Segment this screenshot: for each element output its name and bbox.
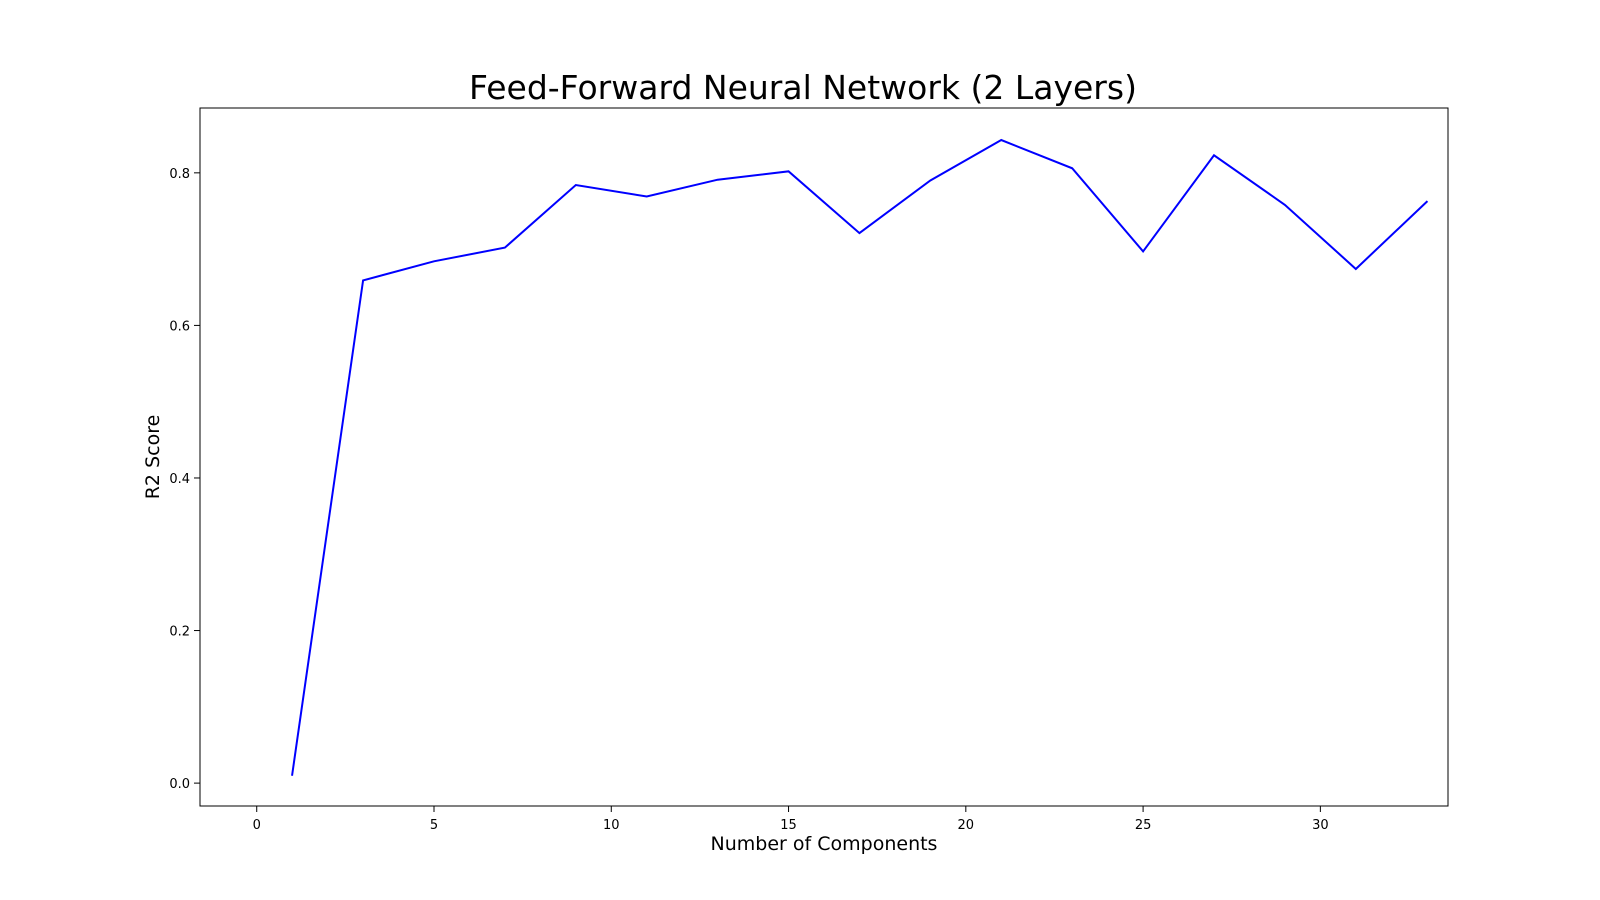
data-point xyxy=(504,247,506,249)
y-axis-label: R2 Score xyxy=(142,415,164,500)
data-point xyxy=(929,179,931,181)
x-tick-label: 15 xyxy=(780,818,797,833)
data-point xyxy=(1284,204,1286,206)
y-axis-ticks: 0.0 0.2 0.4 0.6 0.8 xyxy=(169,167,200,792)
data-point xyxy=(717,179,719,181)
chart-title: Feed-Forward Neural Network (2 Layers) xyxy=(469,68,1137,107)
data-point xyxy=(1213,154,1215,156)
series-line xyxy=(291,138,1429,776)
x-tick-label: 5 xyxy=(430,818,438,833)
y-tick-label: 0.2 xyxy=(169,625,190,640)
x-tick-label: 25 xyxy=(1135,818,1152,833)
data-point xyxy=(433,260,435,262)
data-point xyxy=(575,184,577,186)
data-point xyxy=(1071,167,1073,169)
data-point xyxy=(1142,250,1144,252)
x-axis-label: Number of Components xyxy=(711,833,938,855)
x-tick-label: 20 xyxy=(958,818,975,833)
y-tick-label: 0.6 xyxy=(169,319,190,334)
data-point xyxy=(1426,201,1428,203)
x-tick-label: 10 xyxy=(603,818,620,833)
x-axis-ticks: 0 5 10 15 20 25 30 xyxy=(253,806,1329,833)
data-point xyxy=(788,170,790,172)
data-point xyxy=(1355,268,1357,270)
y-tick-label: 0.0 xyxy=(169,777,190,792)
data-point xyxy=(858,232,860,234)
series-lines xyxy=(291,138,1429,776)
y-tick-label: 0.4 xyxy=(169,472,190,487)
x-tick-label: 0 xyxy=(253,818,261,833)
data-point xyxy=(1000,139,1002,141)
data-point xyxy=(291,774,293,776)
data-point xyxy=(646,195,648,197)
y-tick-label: 0.8 xyxy=(169,167,190,182)
x-tick-label: 30 xyxy=(1312,818,1329,833)
data-point xyxy=(362,279,364,281)
plot-area-frame xyxy=(199,107,1449,807)
